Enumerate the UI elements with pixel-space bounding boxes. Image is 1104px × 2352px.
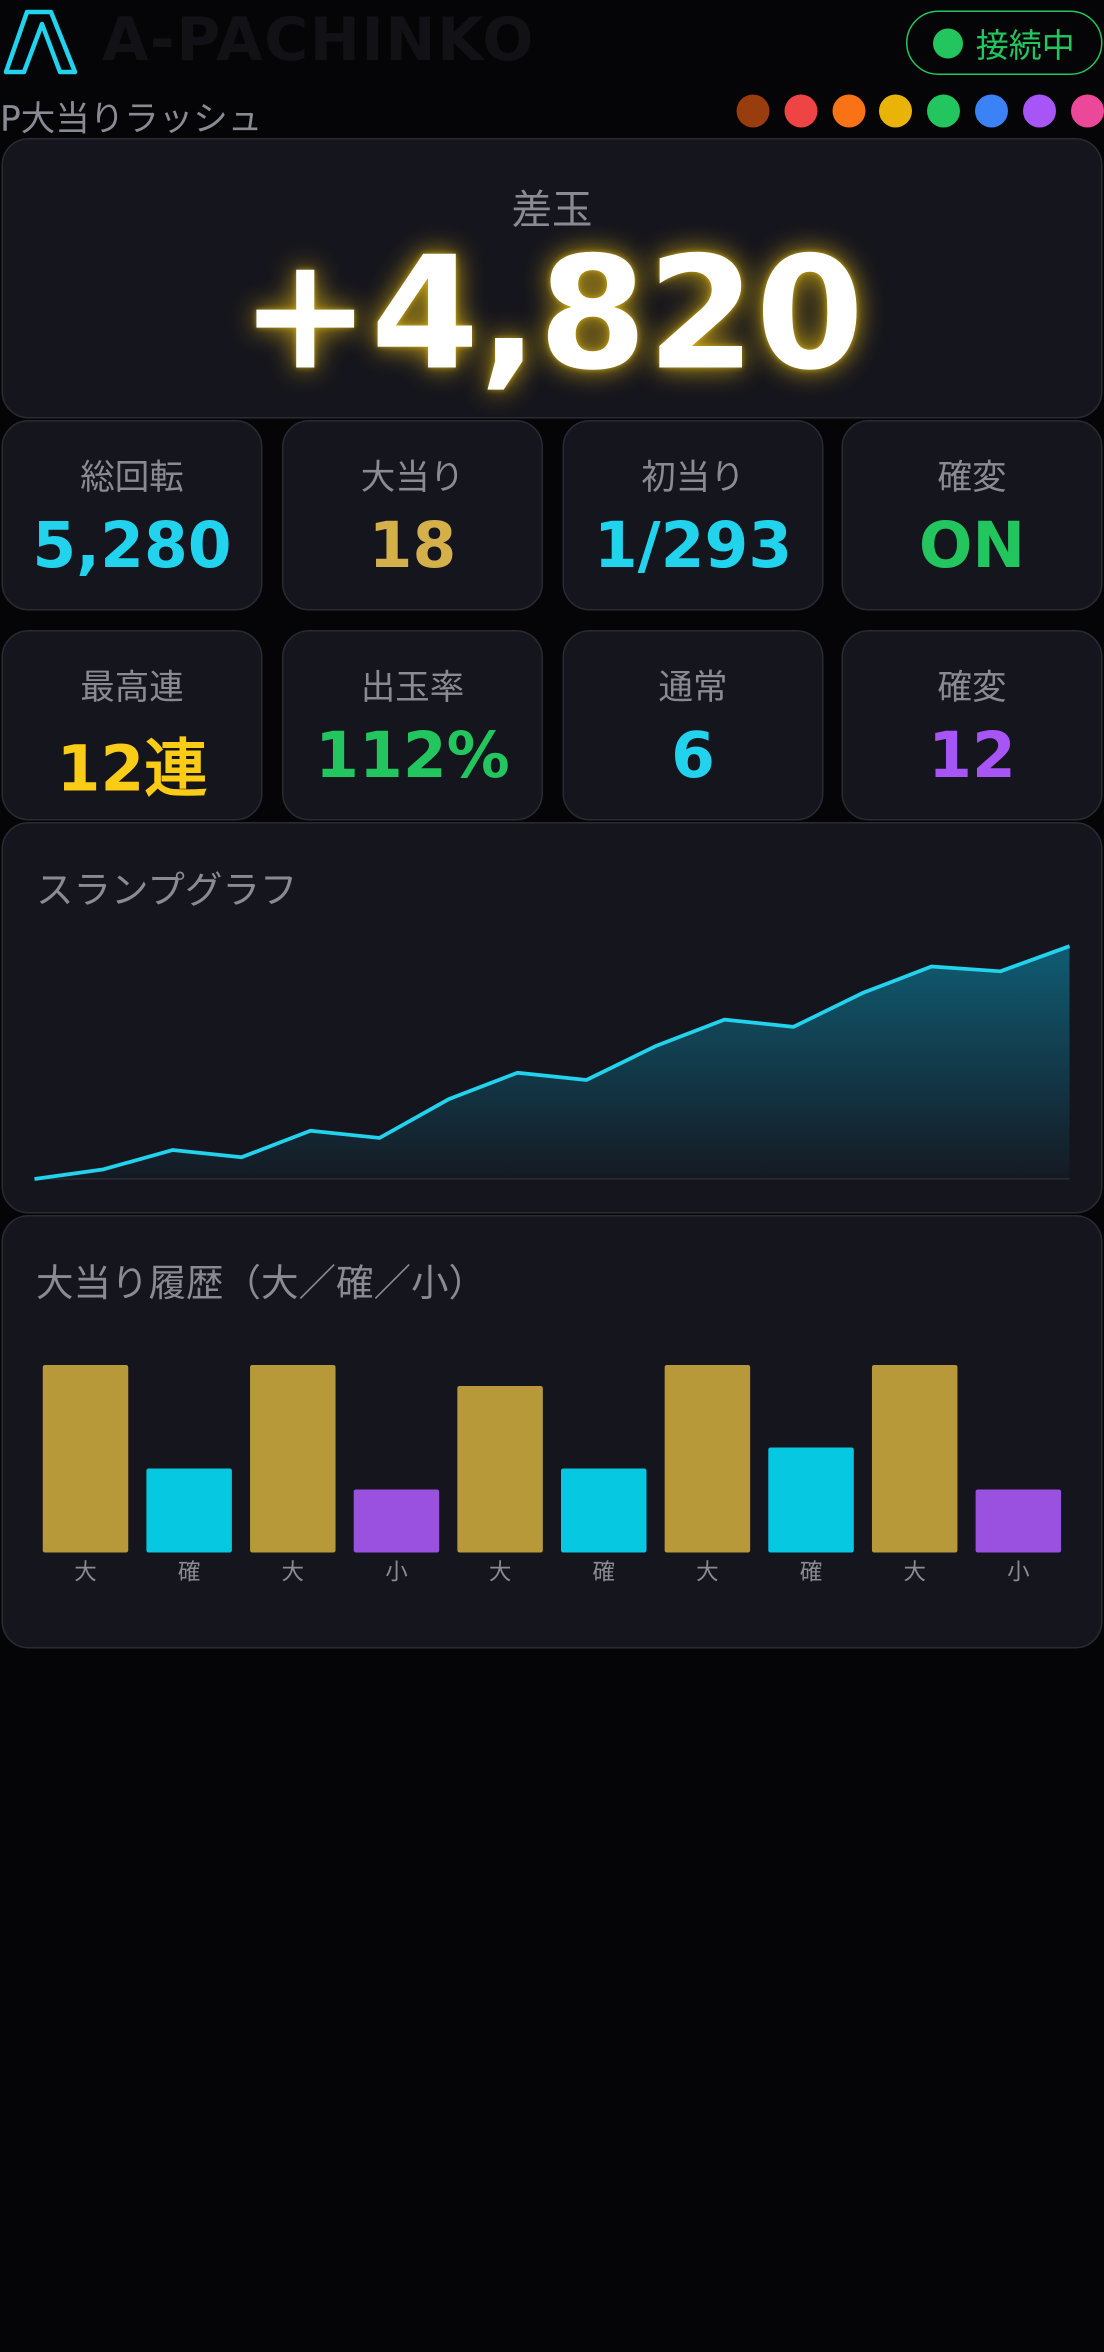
balance-card: 差玉 +4,820: [1, 138, 1103, 419]
history-bar: [42, 1365, 129, 1553]
lamp: [1023, 94, 1056, 128]
history-label: 確: [592, 1560, 615, 1586]
history-bar: [561, 1468, 647, 1553]
history-bar: [871, 1365, 958, 1553]
status-text: 接続中: [975, 27, 1075, 66]
stat-card: 出玉率 112%: [282, 630, 543, 821]
lamp: [1071, 94, 1104, 128]
history-label: 大: [74, 1560, 97, 1586]
history-label: 確: [800, 1560, 823, 1586]
history-label: 小: [1007, 1560, 1030, 1586]
stat-label: 確変: [937, 669, 1007, 708]
history-label: 大: [903, 1560, 926, 1586]
stat-label: 出玉率: [360, 669, 465, 708]
stat-label: 初当り: [641, 459, 745, 498]
history-bar: [664, 1365, 751, 1553]
balance-value: +4,820: [239, 222, 865, 405]
lamps: [736, 94, 1104, 128]
stat-label: 総回転: [80, 459, 184, 498]
lamp: [975, 94, 1008, 128]
status-dot: [933, 27, 964, 58]
slump-title: スランプグラフ: [36, 868, 298, 913]
history-label: 大: [489, 1560, 512, 1586]
stat-card: 最高連 12連: [1, 630, 263, 821]
stat-card: 確変 ON: [841, 420, 1103, 611]
history-bar: [353, 1489, 440, 1553]
stat-card: 大当り 18: [282, 420, 543, 611]
lamp: [736, 94, 770, 128]
lamp: [879, 94, 912, 128]
stat-value: ON: [918, 508, 1026, 583]
history-bar: [146, 1468, 232, 1553]
balance-label: 差玉: [511, 187, 593, 235]
history-label: 小: [385, 1560, 408, 1586]
stat-card: 通常 6: [562, 630, 824, 821]
machine-name: P大当りラッシュ: [0, 100, 263, 140]
stat-card: 確変 12: [841, 630, 1103, 821]
history-chart: 大確大小大確大確大小: [42, 1365, 1062, 1586]
stat-value: 12連: [56, 732, 208, 806]
stat-value: 18: [368, 508, 457, 583]
slump-line: [34, 944, 1071, 1181]
history-label: 大: [696, 1560, 719, 1586]
history-bar: [457, 1386, 543, 1553]
stat-label: 最高連: [80, 669, 184, 708]
stat-value: 12: [928, 718, 1016, 793]
stat-label: 通常: [658, 669, 728, 708]
history-bar: [768, 1447, 854, 1553]
lamp: [927, 94, 960, 128]
history-bar: [975, 1489, 1062, 1553]
history-label: 確: [178, 1560, 201, 1586]
logo: A-PACHINKO: [102, 6, 535, 75]
lamp: [832, 94, 866, 128]
logo-icon: [3, 9, 78, 75]
slump-chart: [34, 944, 1071, 1181]
stat-label: 確変: [937, 459, 1007, 498]
stat-value: 6: [671, 718, 715, 793]
stat-label: 大当り: [360, 459, 465, 498]
stat-card: 初当り 1/293: [562, 420, 824, 611]
stat-value: 5,280: [32, 508, 232, 583]
stat-card: 総回転 5,280: [1, 420, 263, 611]
lamp: [784, 94, 818, 128]
history-title: 大当り履歴（大／確／小）: [36, 1261, 487, 1306]
history-label: 大: [282, 1560, 305, 1586]
stat-value: 112%: [315, 718, 510, 793]
slump-area: [34, 946, 1070, 1179]
status-badge[interactable]: 接続中: [906, 10, 1103, 75]
history-bar: [250, 1365, 336, 1553]
stat-value: 1/293: [593, 508, 793, 583]
